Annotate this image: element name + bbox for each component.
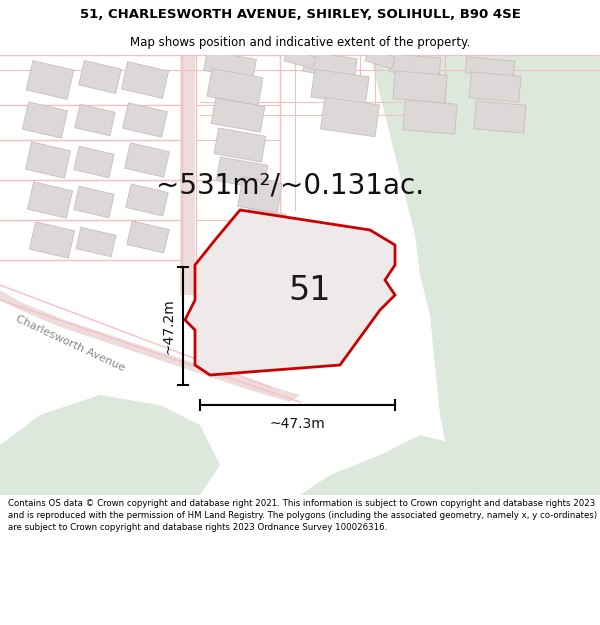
Polygon shape — [122, 103, 167, 137]
Polygon shape — [28, 182, 73, 218]
Polygon shape — [74, 146, 114, 177]
Polygon shape — [311, 69, 369, 105]
Polygon shape — [216, 157, 268, 189]
Polygon shape — [121, 62, 169, 98]
Polygon shape — [74, 186, 114, 218]
Polygon shape — [126, 184, 168, 216]
Text: Contains OS data © Crown copyright and database right 2021. This information is : Contains OS data © Crown copyright and d… — [8, 499, 597, 531]
Polygon shape — [203, 51, 256, 79]
Polygon shape — [393, 71, 447, 103]
Text: ~47.2m: ~47.2m — [161, 298, 175, 354]
Polygon shape — [300, 435, 480, 495]
Polygon shape — [244, 208, 286, 242]
Text: ~47.3m: ~47.3m — [269, 417, 325, 431]
Polygon shape — [284, 49, 316, 69]
Polygon shape — [389, 54, 440, 76]
Polygon shape — [303, 51, 357, 79]
Text: 51: 51 — [289, 274, 331, 306]
Polygon shape — [22, 102, 68, 138]
Polygon shape — [0, 395, 220, 495]
Polygon shape — [474, 101, 526, 133]
Polygon shape — [207, 69, 263, 105]
Polygon shape — [180, 55, 195, 295]
Polygon shape — [75, 104, 115, 136]
Polygon shape — [0, 290, 300, 402]
Polygon shape — [127, 221, 169, 253]
Polygon shape — [211, 98, 265, 132]
Text: Charlesworth Avenue: Charlesworth Avenue — [14, 313, 126, 372]
Polygon shape — [466, 57, 515, 77]
Polygon shape — [238, 177, 283, 213]
Polygon shape — [214, 128, 266, 162]
Text: ~531m²/~0.131ac.: ~531m²/~0.131ac. — [156, 171, 424, 199]
Polygon shape — [29, 222, 74, 258]
Polygon shape — [370, 55, 600, 495]
Polygon shape — [185, 210, 395, 375]
Polygon shape — [365, 49, 395, 69]
Polygon shape — [320, 98, 379, 137]
Polygon shape — [26, 61, 74, 99]
Polygon shape — [403, 100, 457, 134]
Text: 51, CHARLESWORTH AVENUE, SHIRLEY, SOLIHULL, B90 4SE: 51, CHARLESWORTH AVENUE, SHIRLEY, SOLIHU… — [80, 8, 520, 21]
Polygon shape — [25, 142, 71, 178]
Polygon shape — [76, 228, 116, 257]
Polygon shape — [79, 61, 121, 94]
Polygon shape — [469, 72, 521, 102]
Text: Map shows position and indicative extent of the property.: Map shows position and indicative extent… — [130, 36, 470, 49]
Polygon shape — [125, 143, 169, 177]
